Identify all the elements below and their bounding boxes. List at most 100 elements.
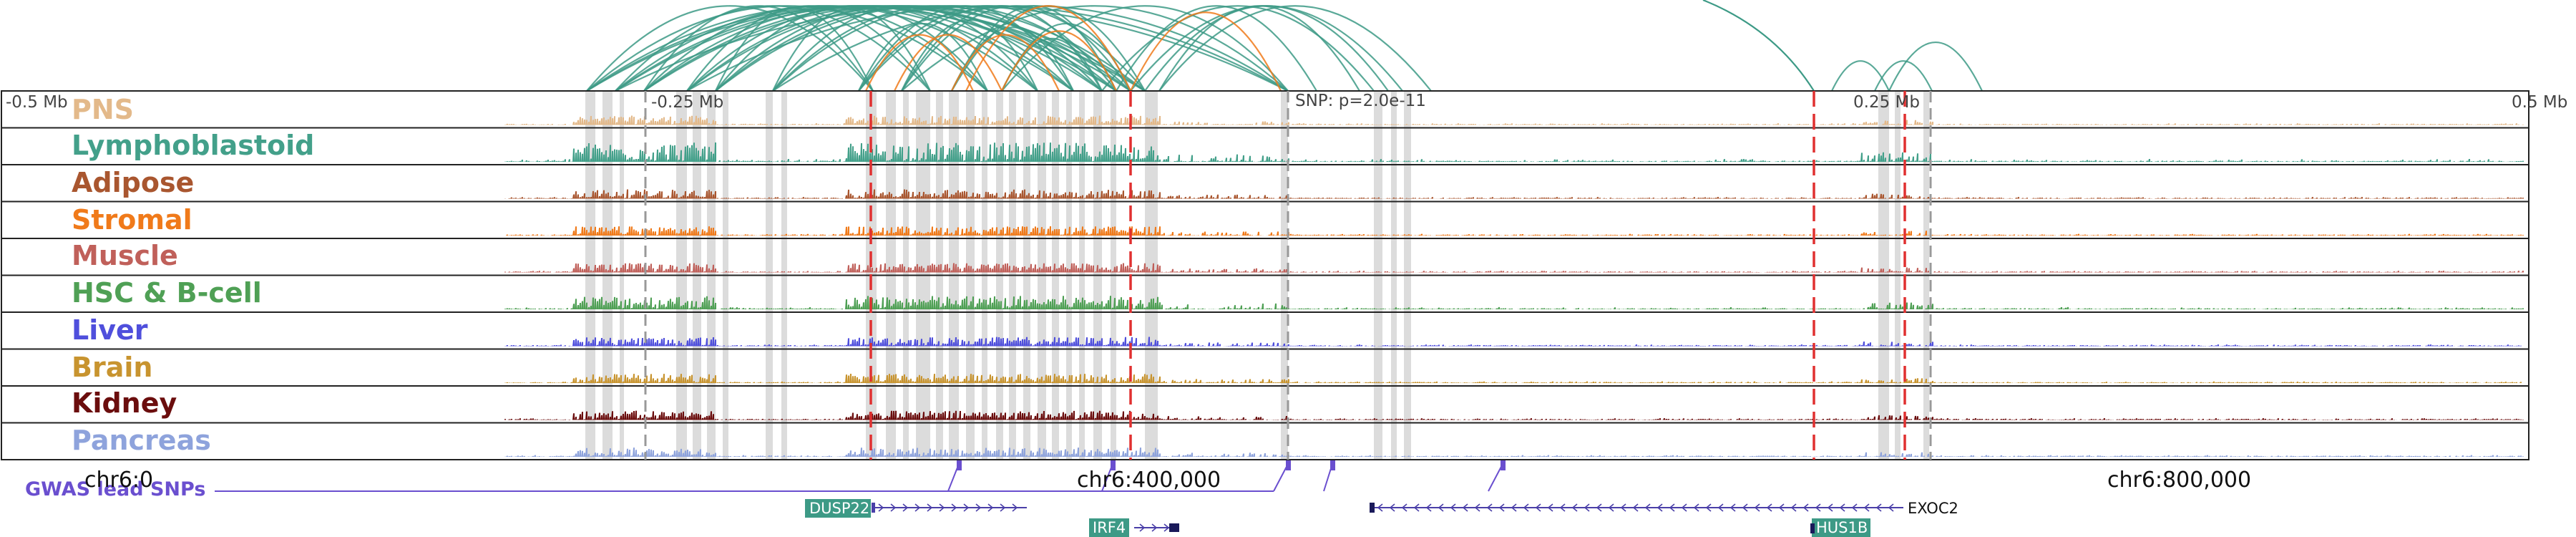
- loop-arc-52: [1158, 5, 1432, 92]
- track-label-lymphoblastoid: Lymphoblastoid: [72, 130, 314, 161]
- loop-arc-20: [715, 8, 874, 92]
- loop-arc-10: [643, 5, 874, 92]
- signal-pancreas: [504, 448, 2524, 457]
- gene-exoc2-exon: [1370, 503, 1375, 513]
- loop-arc-0: [586, 5, 874, 92]
- track-label-stromal: Stromal: [72, 204, 192, 236]
- gene-exoc2-chevron: [1644, 503, 1651, 512]
- ruler: -0.5 Mb -0.25 Mb SNP: p=2.0e-11 0.25 Mb …: [6, 92, 2567, 112]
- gene-exoc2-chevron: [1547, 503, 1553, 512]
- track-label-brain: Brain: [72, 352, 152, 383]
- signal-pns: [504, 115, 2524, 125]
- signal-kidney: [504, 410, 2524, 420]
- gene-dusp22-chevron: [927, 503, 933, 512]
- gene-box-irf4: [1089, 518, 1129, 537]
- gene-dusp22-chevron: [939, 503, 945, 512]
- track-label-hsc-bcell: HSC & B-cell: [72, 277, 262, 309]
- ruler-tick-left: -0.5 Mb: [6, 93, 68, 112]
- gene-exoc2-chevron: [1717, 503, 1724, 512]
- loop-arc-36: [901, 5, 1131, 92]
- loop-arc-58: [1130, 11, 1282, 92]
- gene-dusp22-chevron: [1012, 503, 1018, 512]
- loop-arc-51: [1888, 41, 1983, 92]
- gene-exoc2-chevron: [1523, 503, 1529, 512]
- gene-exoc2-chevron: [1377, 503, 1383, 512]
- track-label-muscle: Muscle: [72, 240, 178, 271]
- loop-arc-54: [894, 34, 1002, 92]
- loop-arc-long: [1702, 0, 1815, 92]
- coord-chr6-0: chr6:0: [84, 468, 153, 493]
- gene-exoc2-chevron: [1413, 503, 1420, 512]
- track-label-liver: Liver: [72, 314, 148, 346]
- gene-label-exoc2: EXOC2: [1908, 500, 1958, 517]
- gene-label-hus1b: HUS1B: [1816, 519, 1868, 536]
- gwas-snp-link-2: [1273, 463, 1289, 492]
- track-label-kidney: Kidney: [72, 387, 177, 419]
- gene-exoc2-chevron: [1875, 503, 1882, 512]
- gene-exoc2-chevron: [1657, 503, 1663, 512]
- gene-dusp22-chevron: [975, 503, 982, 512]
- loop-arc-55: [951, 34, 1060, 92]
- gene-irf4-chevron: [1151, 523, 1158, 532]
- loop-arc-5: [615, 5, 931, 92]
- gene-exoc2-chevron: [1608, 503, 1614, 512]
- loop-arc-47: [1116, 5, 1317, 92]
- ruler-tick-minus-quarter: -0.25 Mb: [651, 93, 723, 112]
- gene-exoc2-chevron: [1511, 503, 1517, 512]
- gene-irf4-exon: [1169, 523, 1179, 532]
- gene-exoc2-chevron: [1474, 503, 1480, 512]
- gene-exoc2-chevron: [1754, 503, 1760, 512]
- gene-box-hus1b: [1812, 518, 1870, 537]
- vertical-markers: [644, 91, 1932, 460]
- gene-exoc2-chevron: [1815, 503, 1821, 512]
- coordinate-axis: chr6:0 chr6:400,000 chr6:800,000: [84, 468, 2251, 493]
- gene-exoc2-chevron: [1632, 503, 1639, 512]
- gene-exoc2-chevron: [1790, 503, 1797, 512]
- gene-dusp22-chevron: [902, 503, 909, 512]
- gene-irf4-chevron: [1139, 523, 1146, 532]
- ruler-tick-right: 0.5 Mb: [2512, 93, 2567, 112]
- gene-exoc2-chevron: [1584, 503, 1590, 512]
- gene-dusp22-exon: [872, 503, 875, 513]
- signal-lymphoblastoid: [504, 142, 2524, 162]
- gene-exoc2-chevron: [1620, 503, 1626, 512]
- loop-arc-44: [1101, 5, 1375, 92]
- gene-dusp22-chevron: [914, 503, 921, 512]
- gene-exoc2-chevron: [1802, 503, 1809, 512]
- loop-arc-21: [715, 5, 988, 92]
- gene-exoc2-chevron: [1438, 503, 1444, 512]
- coord-chr6-400000: chr6:400,000: [1077, 468, 1221, 493]
- loop-arc-53: [865, 34, 974, 92]
- gene-exoc2-chevron: [1486, 503, 1493, 512]
- gene-dusp22-chevron: [890, 503, 897, 512]
- gene-exoc2-chevron: [1401, 503, 1407, 512]
- signal-muscle: [504, 263, 2524, 273]
- gene-exoc2-chevron: [1851, 503, 1858, 512]
- gene-exoc2-chevron: [1596, 503, 1602, 512]
- gwas-snp-4: [1501, 460, 1506, 470]
- gwas-snp-0: [957, 460, 962, 470]
- gene-exoc2-chevron: [1742, 503, 1748, 512]
- loop-arc-26: [772, 5, 1038, 92]
- gene-annotation-track: DUSP22 IRF4 EXOC2 HUS1B: [805, 499, 1958, 537]
- coord-chr6-800000: chr6:800,000: [2107, 468, 2251, 493]
- signal-hsc-b-cell: [504, 296, 2524, 309]
- loop-arc-48: [1158, 5, 1360, 92]
- gene-exoc2-chevron: [1559, 503, 1566, 512]
- loop-arc-50: [1874, 60, 1933, 92]
- gene-exoc2-chevron: [1681, 503, 1687, 512]
- gene-exoc2-chevron: [1888, 503, 1894, 512]
- gene-hus1b-exon: [1810, 523, 1815, 533]
- gene-box-dusp22: [805, 499, 871, 518]
- gene-exoc2-chevron: [1839, 503, 1845, 512]
- gwas-snp-3: [1330, 460, 1335, 470]
- gene-exoc2-chevron: [1778, 503, 1785, 512]
- gene-exoc2-chevron: [1669, 503, 1675, 512]
- track-label-pns: PNS: [72, 94, 134, 125]
- snp-pvalue-label: SNP: p=2.0e-11: [1295, 92, 1426, 110]
- gene-dusp22-chevron: [1000, 503, 1006, 512]
- gwas-snp-1: [1111, 460, 1116, 470]
- loop-arc-43: [1001, 5, 1289, 92]
- gene-exoc2-chevron: [1827, 503, 1833, 512]
